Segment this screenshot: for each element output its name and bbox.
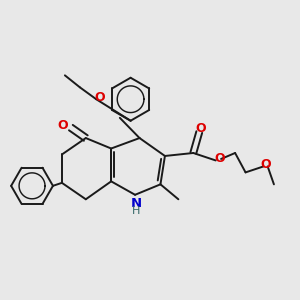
- Text: O: O: [260, 158, 271, 170]
- Text: O: O: [214, 152, 225, 165]
- Text: O: O: [196, 122, 206, 135]
- Text: O: O: [57, 119, 68, 132]
- Text: N: N: [131, 197, 142, 210]
- Text: O: O: [94, 91, 104, 104]
- Text: H: H: [132, 206, 141, 216]
